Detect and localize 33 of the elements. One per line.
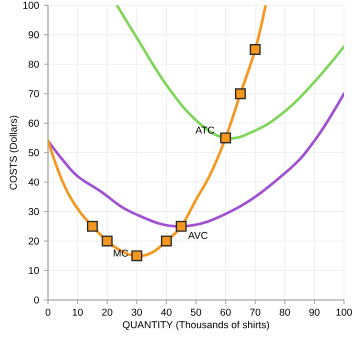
x-tick-label: 10 — [72, 308, 83, 316]
x-tick-label: 80 — [280, 308, 290, 316]
y-tick-label: 10 — [28, 266, 39, 274]
y-tick-label: 30 — [28, 208, 39, 216]
point — [86, 220, 98, 232]
y-tick-label: 100 — [23, 2, 39, 9]
point — [131, 250, 142, 262]
point — [234, 88, 246, 100]
y-tick-label: 20 — [28, 238, 39, 245]
x-tick-label: 30 — [132, 308, 142, 316]
point — [176, 220, 187, 232]
x-tick-label: 70 — [250, 308, 260, 316]
x-tick-label: 0 — [46, 308, 50, 316]
x-tick-label: 90 — [309, 308, 320, 316]
x-tick-label: 100 — [336, 308, 352, 316]
series-label: AVC — [188, 232, 208, 240]
point — [250, 44, 261, 55]
y-tick-label: 60 — [28, 120, 39, 127]
point — [220, 132, 232, 144]
x-tick-label: 60 — [220, 308, 231, 316]
y-tick-label: 90 — [28, 31, 39, 38]
y-axis-title: COSTS (Dollars) — [9, 116, 19, 190]
y-tick-label: 40 — [28, 178, 39, 186]
x-axis-title: QUANTITY (Thousands of shirts) — [122, 320, 270, 330]
x-tick-label: 20 — [102, 308, 112, 316]
y-tick-label: 80 — [28, 60, 39, 68]
point — [102, 236, 113, 247]
y-tick-label: 70 — [28, 90, 39, 98]
x-tick-label: 40 — [161, 308, 172, 316]
y-tick-label: 50 — [28, 149, 39, 156]
y-tick-label: 0 — [34, 296, 39, 304]
x-tick-label: 50 — [190, 308, 202, 316]
point — [160, 236, 172, 247]
